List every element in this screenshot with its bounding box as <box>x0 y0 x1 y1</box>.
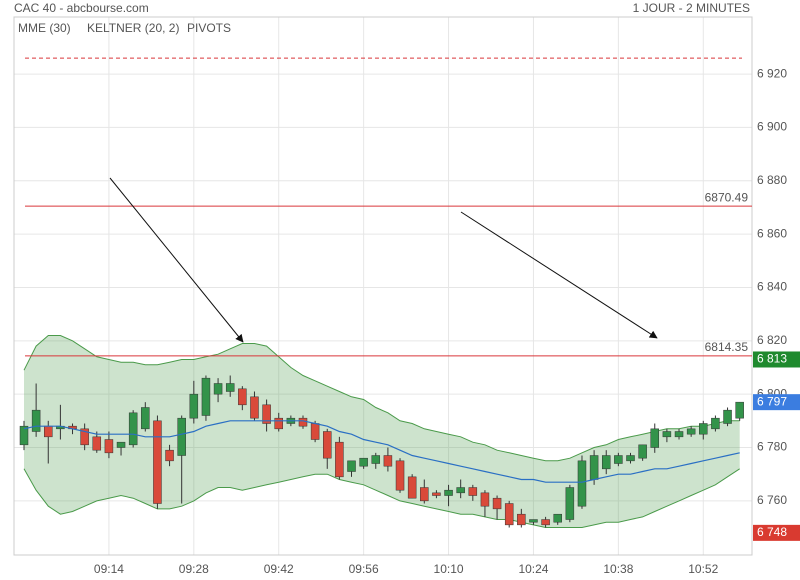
candle-body <box>213 383 223 395</box>
x-tick-label: 10:24 <box>518 562 548 576</box>
candle-body <box>432 492 441 496</box>
y-tick-label: 6 900 <box>757 120 787 134</box>
candle-body <box>444 489 453 496</box>
legend-entry: MME (30) <box>18 21 71 35</box>
y-tick-label: 6 780 <box>757 440 787 454</box>
candle-body <box>250 396 259 419</box>
candle-body <box>638 444 647 459</box>
pivot-label: 6814.35 <box>705 340 749 354</box>
candle-body <box>19 425 29 446</box>
candle-body <box>177 417 186 456</box>
candle-body <box>662 431 672 438</box>
candle-body <box>529 519 538 523</box>
candle-body <box>141 407 150 430</box>
candle-body <box>116 441 126 448</box>
candle-body <box>128 412 138 446</box>
price-badge <box>753 351 800 368</box>
candle-body <box>310 423 320 440</box>
candle-body <box>238 388 247 406</box>
candle-body <box>686 428 696 435</box>
legend-entry: KELTNER (20, 2) <box>87 21 179 35</box>
x-tick-label: 09:14 <box>94 562 124 576</box>
candle-body <box>165 449 174 462</box>
candle-body <box>626 455 635 462</box>
x-tick-label: 09:28 <box>179 562 209 576</box>
candle-body <box>650 428 660 448</box>
plot: 6870.49 6814.35 <box>19 57 752 528</box>
candle-body <box>589 455 599 480</box>
candle-body <box>335 441 344 478</box>
candle-body <box>504 503 514 526</box>
candle-body <box>153 420 162 504</box>
x-tick-label: 10:38 <box>603 562 633 576</box>
price-badge <box>753 524 800 541</box>
chart-subtitle: 1 JOUR - 2 MINUTES <box>633 1 750 15</box>
x-tick-label: 09:42 <box>264 562 294 576</box>
price-badge-label: 6 748 <box>757 525 787 539</box>
candle-body <box>298 417 308 427</box>
candle-body <box>517 513 526 526</box>
candle-body <box>31 409 41 432</box>
legend-entry: PIVOTS <box>187 21 231 35</box>
candle-body <box>44 425 53 438</box>
y-tick-label: 6 840 <box>757 280 787 294</box>
candle-body <box>347 460 356 472</box>
y-tick-label: 6 760 <box>757 493 787 507</box>
candle-body <box>420 487 429 502</box>
chart-title: CAC 40 - abcbourse.com <box>14 1 149 15</box>
candle-body <box>456 487 465 494</box>
arrow <box>109 177 244 343</box>
keltner-upper <box>23 335 740 462</box>
pivot-label: 6870.49 <box>705 190 749 204</box>
x-tick-label: 10:10 <box>434 562 464 576</box>
candle-body <box>371 455 381 464</box>
price-badge <box>753 394 800 411</box>
candle-body <box>565 487 575 520</box>
candle-body <box>492 497 502 510</box>
candle-body <box>274 417 283 430</box>
y-tick-label: 6 820 <box>757 333 787 347</box>
candle-body <box>407 476 417 499</box>
candle-body <box>541 519 550 526</box>
candle-body <box>323 431 332 459</box>
candle-body <box>553 513 562 523</box>
candle-body <box>262 404 271 424</box>
candle-body <box>359 457 368 467</box>
candle-body <box>601 455 611 470</box>
candle-body <box>723 409 732 424</box>
candle-body <box>189 393 199 419</box>
plot-border <box>13 16 753 556</box>
candle-body <box>395 460 405 491</box>
candle-body <box>614 455 623 464</box>
y-tick-label: 6 860 <box>757 226 787 240</box>
price-badge-label: 6 813 <box>757 352 787 366</box>
keltner-lower <box>23 468 740 528</box>
candle-body <box>80 428 89 446</box>
candle-body <box>735 401 744 419</box>
mme-line <box>23 420 740 483</box>
candle-body <box>225 383 235 392</box>
x-tick-label: 09:56 <box>349 562 379 576</box>
price-badge-label: 6 797 <box>757 394 787 408</box>
candle-body <box>92 436 102 451</box>
candle-body <box>201 377 211 416</box>
candle-body <box>674 431 684 438</box>
candle-body <box>383 455 393 467</box>
x-tick-label: 10:52 <box>688 562 718 576</box>
candle-body <box>468 487 478 496</box>
candle-body <box>699 423 708 435</box>
arrow <box>460 211 658 339</box>
candle-body <box>711 417 720 430</box>
candle-body <box>104 439 114 454</box>
y-tick-label: 6 920 <box>757 66 787 80</box>
candle-body <box>480 492 490 507</box>
candle-body <box>577 460 587 507</box>
y-tick-label: 6 880 <box>757 173 787 187</box>
